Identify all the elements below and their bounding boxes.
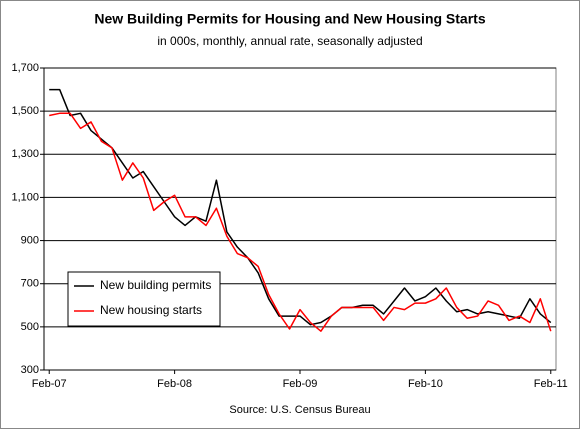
y-tick-label: 1,500 bbox=[11, 105, 39, 117]
chart-subtitle: in 000s, monthly, annual rate, seasonall… bbox=[157, 34, 422, 48]
y-tick-label: 1,700 bbox=[11, 62, 39, 74]
series-line bbox=[49, 112, 552, 332]
chart-title: New Building Permits for Housing and New… bbox=[94, 11, 485, 27]
x-tick-label: Feb-11 bbox=[534, 378, 568, 390]
y-tick-label: 1,300 bbox=[11, 148, 39, 160]
x-tick-label: Feb-08 bbox=[157, 378, 192, 390]
y-tick-label: 900 bbox=[21, 234, 39, 246]
y-tick-label: 300 bbox=[21, 364, 39, 376]
legend-box bbox=[67, 271, 221, 327]
source-note: Source: U.S. Census Bureau bbox=[229, 404, 370, 416]
x-tick-label: Feb-09 bbox=[283, 378, 318, 390]
y-tick-label: 1,100 bbox=[11, 191, 39, 203]
y-tick-label: 700 bbox=[21, 278, 39, 290]
y-tick-label: 500 bbox=[21, 321, 39, 333]
x-tick-label: Feb-10 bbox=[408, 378, 443, 390]
legend-label: New housing starts bbox=[100, 303, 202, 317]
series-line bbox=[49, 88, 552, 326]
legend-label: New building permits bbox=[100, 278, 211, 292]
x-tick-label: Feb-07 bbox=[32, 378, 67, 390]
